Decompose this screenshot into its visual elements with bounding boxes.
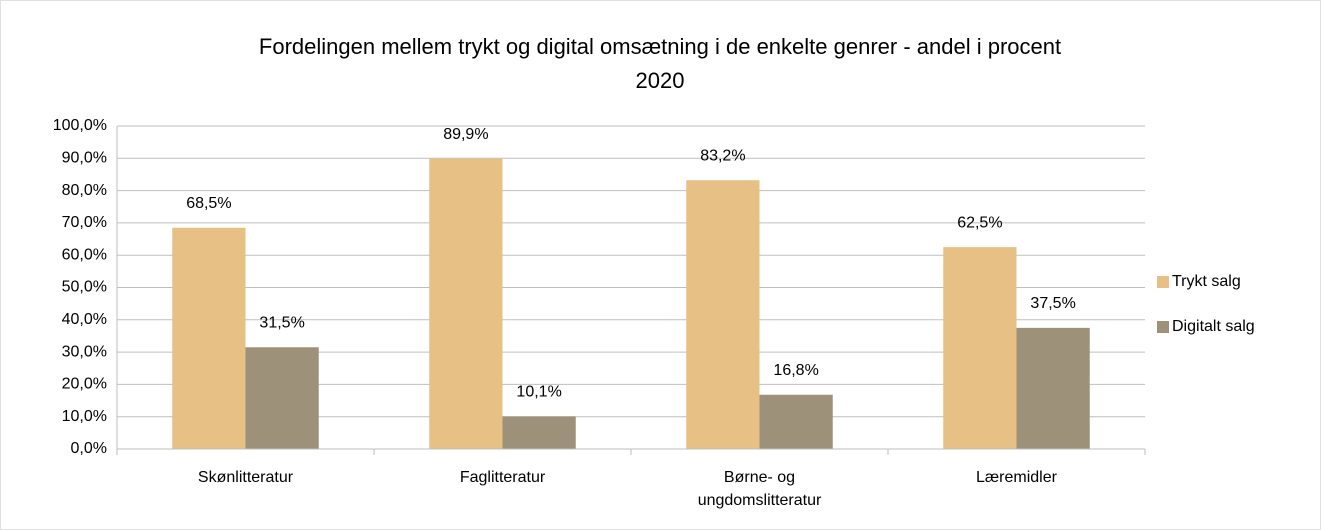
bar: [502, 416, 576, 449]
y-tick-label: 0,0%: [71, 440, 107, 457]
bar: [429, 158, 503, 450]
legend-swatch: [1157, 321, 1169, 333]
y-tick-label: 90,0%: [62, 150, 107, 167]
bar: [172, 227, 246, 449]
y-tick-label: 80,0%: [62, 182, 107, 199]
x-tick-label: Skønlitteratur: [197, 469, 294, 486]
bar: [686, 180, 760, 450]
data-label: 62,5%: [957, 214, 1002, 231]
y-tick-label: 10,0%: [62, 408, 107, 425]
y-tick-label: 20,0%: [62, 376, 107, 393]
y-tick-label: 40,0%: [62, 311, 107, 328]
y-tick-label: 60,0%: [62, 246, 107, 263]
x-tick-label: Børne- og ungdomslitteratur: [697, 469, 822, 509]
bar: [759, 394, 833, 449]
y-tick-label: 50,0%: [62, 279, 107, 296]
data-label: 68,5%: [186, 195, 231, 212]
x-tick-label: Læremidler: [976, 469, 1057, 486]
data-label: 31,5%: [259, 314, 304, 331]
legend-swatch: [1157, 276, 1169, 288]
data-label: 16,8%: [773, 362, 818, 379]
data-label: 37,5%: [1030, 295, 1075, 312]
y-tick-label: 30,0%: [62, 343, 107, 360]
chart-title: 2020: [636, 68, 685, 93]
chart-title: Fordelingen mellem trykt og digital omsæ…: [259, 34, 1061, 59]
data-label: 10,1%: [516, 384, 561, 401]
legend-label: Trykt salg: [1172, 273, 1241, 290]
y-tick-label: 100,0%: [53, 117, 107, 134]
bar: [1016, 327, 1090, 449]
data-label: 83,2%: [700, 147, 745, 164]
y-tick-label: 70,0%: [62, 214, 107, 231]
x-tick-label: Faglitteratur: [459, 469, 546, 486]
legend-label: Digitalt salg: [1172, 318, 1255, 335]
bar: [943, 247, 1017, 449]
bar: [245, 347, 319, 449]
data-label: 89,9%: [443, 126, 488, 143]
